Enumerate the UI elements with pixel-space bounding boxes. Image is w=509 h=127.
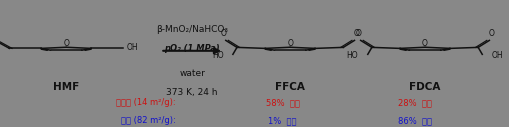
- Text: O: O: [354, 29, 360, 38]
- Text: O: O: [355, 29, 361, 38]
- Text: HO: HO: [212, 51, 223, 60]
- Text: O: O: [220, 29, 226, 38]
- Text: β-MnO₂/NaHCO₃: β-MnO₂/NaHCO₃: [156, 25, 228, 34]
- Text: O: O: [422, 39, 428, 48]
- Text: O: O: [489, 29, 495, 38]
- Text: water: water: [179, 69, 205, 78]
- Text: O: O: [287, 39, 293, 48]
- Text: HMF: HMF: [53, 82, 79, 92]
- Text: OH: OH: [492, 51, 503, 60]
- Text: FDCA: FDCA: [409, 82, 441, 92]
- Text: 86%  収率: 86% 収率: [398, 116, 432, 125]
- Text: HO: HO: [347, 51, 358, 60]
- Text: OH: OH: [127, 43, 138, 52]
- Text: 58%  収率: 58% 収率: [266, 98, 299, 107]
- Text: 373 K, 24 h: 373 K, 24 h: [166, 88, 218, 97]
- Text: 1%  収率: 1% 収率: [268, 116, 297, 125]
- Text: 新法 (82 m²/g):: 新法 (82 m²/g):: [121, 116, 176, 125]
- Text: O: O: [63, 39, 69, 48]
- Text: pO₂ (1 MPa): pO₂ (1 MPa): [164, 44, 220, 53]
- Text: 28%  収率: 28% 収率: [398, 98, 432, 107]
- Text: FFCA: FFCA: [275, 82, 305, 92]
- Text: 従来法 (14 m²/g):: 従来法 (14 m²/g):: [116, 98, 176, 107]
